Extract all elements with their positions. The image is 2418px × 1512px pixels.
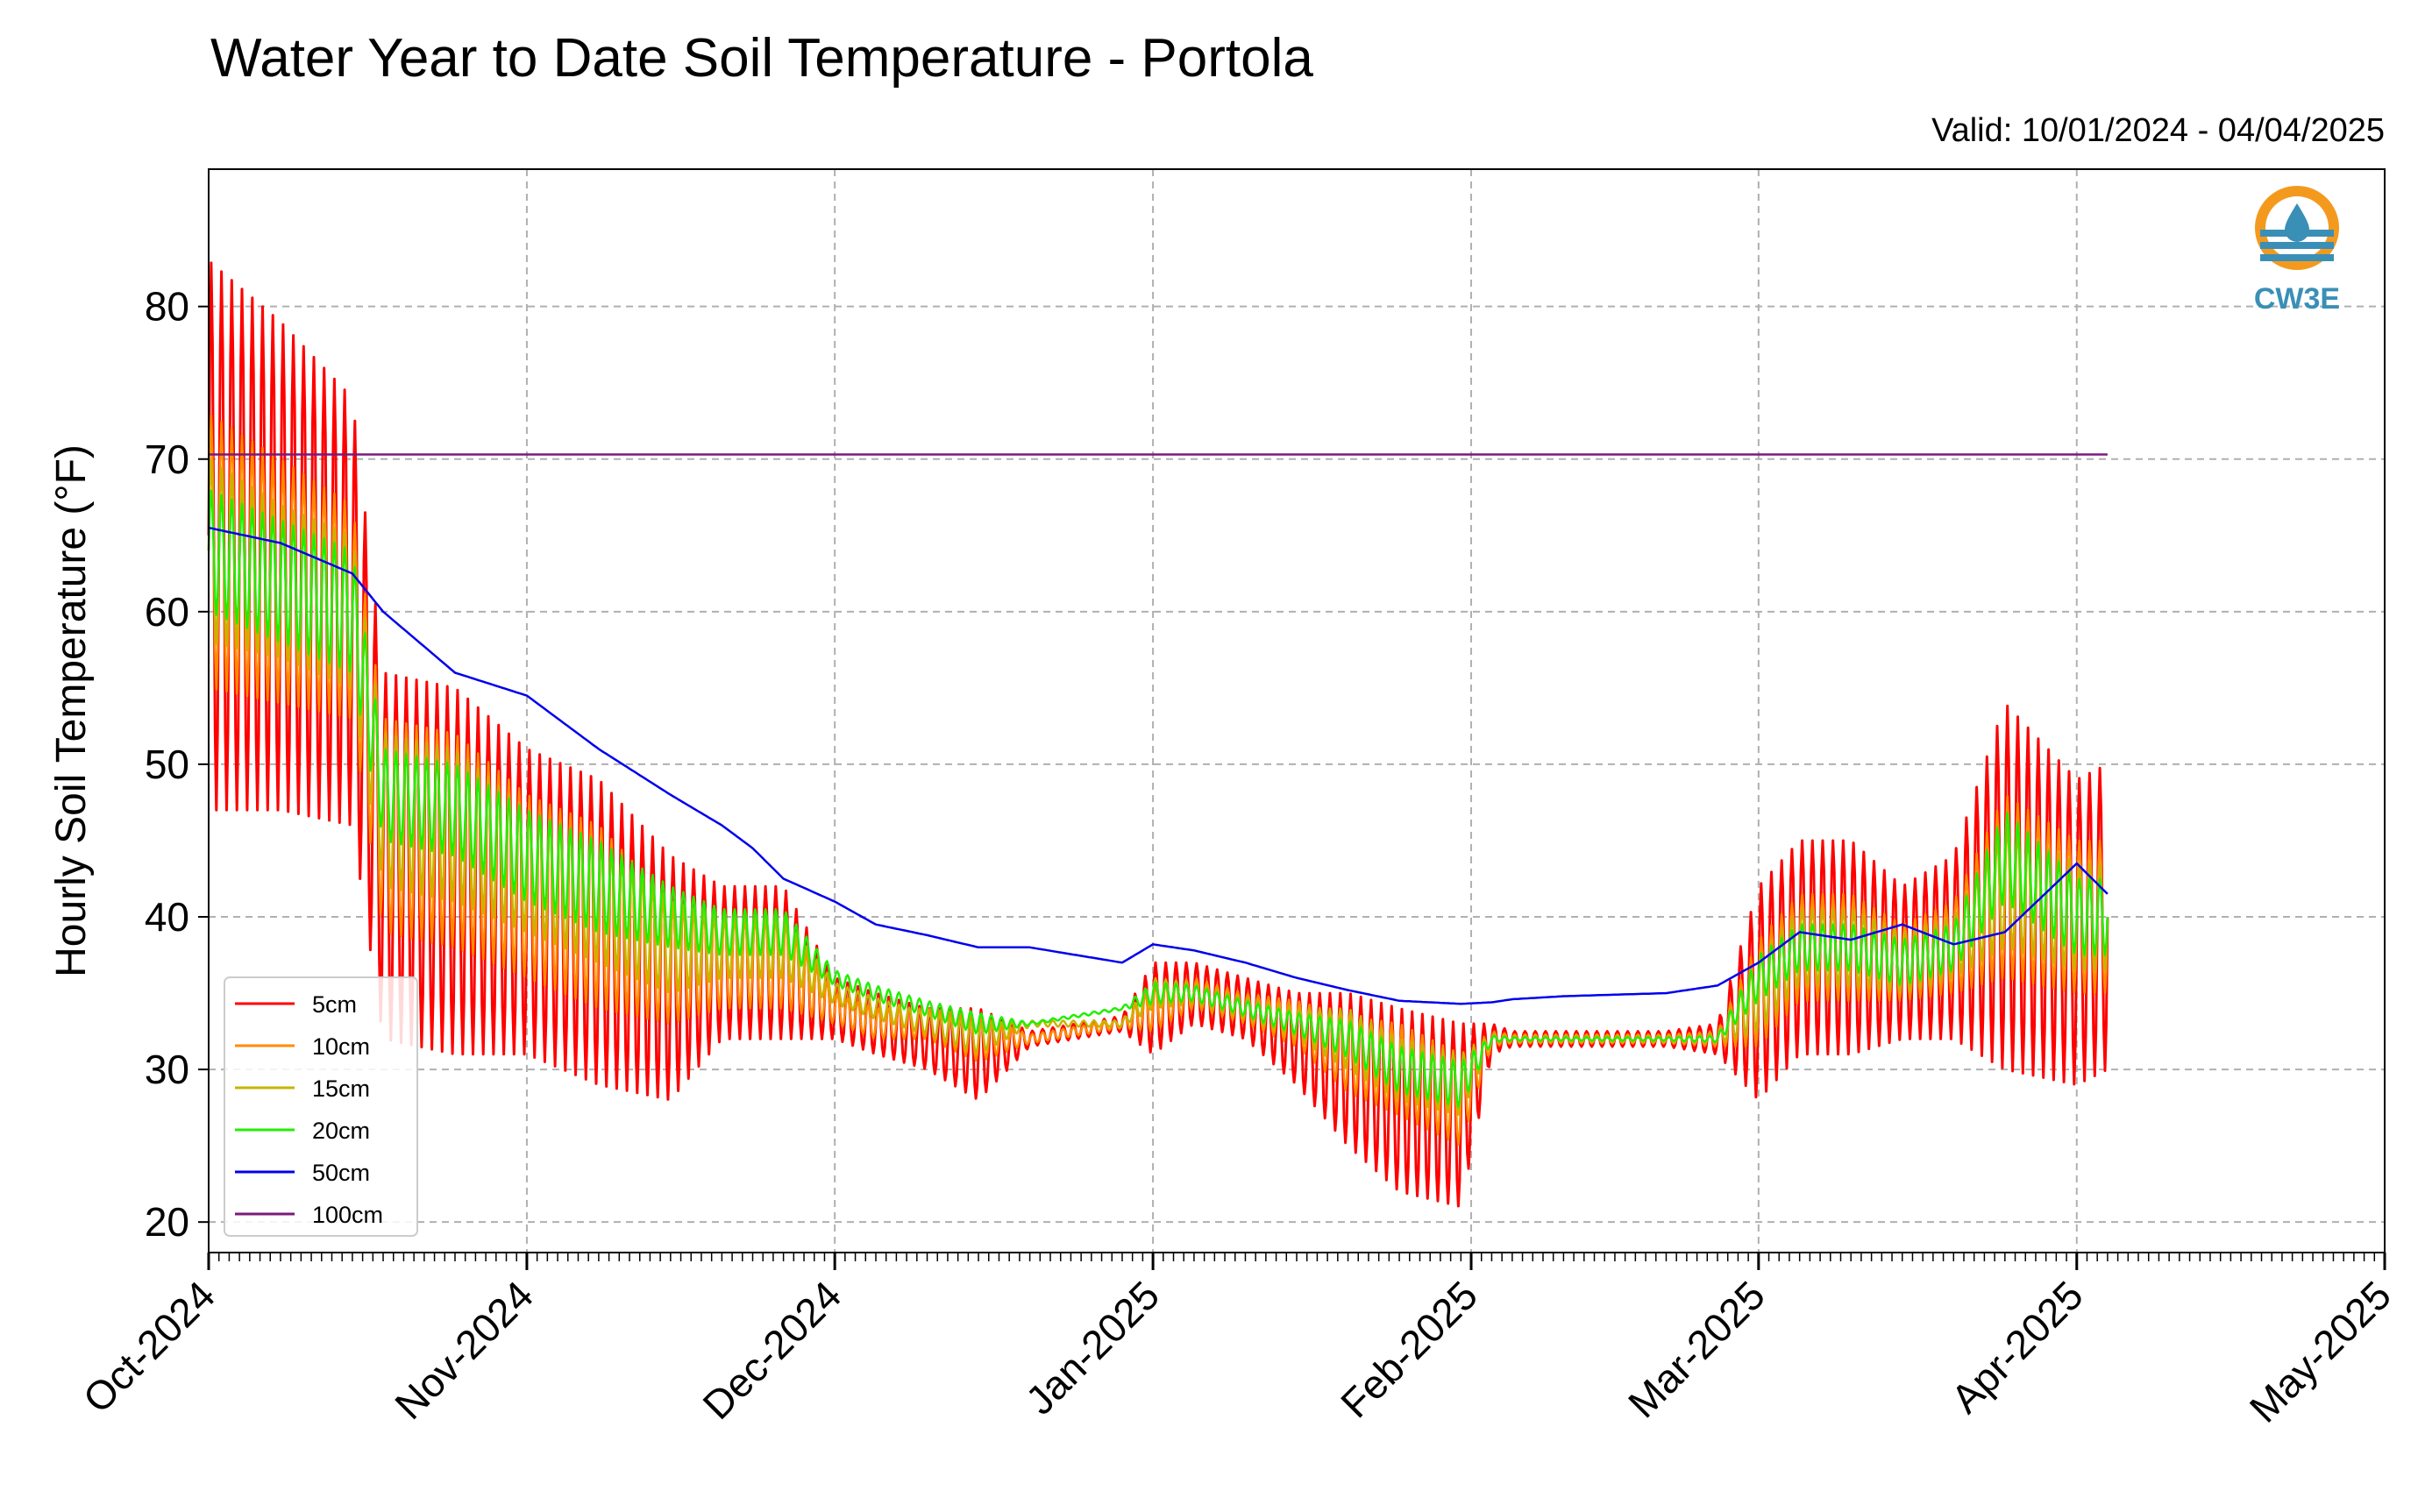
- y-tick-label: 50: [145, 742, 189, 787]
- y-tick-label: 70: [145, 437, 189, 482]
- logo-text: CW3E: [2254, 282, 2340, 316]
- plot-frame: [208, 168, 2386, 1253]
- legend-label-10cm: 10cm: [312, 1033, 370, 1060]
- series-line-50cm: [208, 526, 2109, 1005]
- x-tick-label: Apr-2025: [1942, 1272, 2092, 1422]
- y-axis-label: Hourly Soil Temperature (°F): [48, 444, 95, 977]
- series-line-10cm: [207, 414, 2109, 1146]
- x-tick-label: May-2025: [2241, 1272, 2400, 1430]
- series-line-5cm: [207, 261, 2109, 1208]
- legend-label-20cm: 20cm: [312, 1118, 370, 1144]
- legend-label-100cm: 100cm: [312, 1202, 383, 1228]
- chart-subtitle: Valid: 10/01/2024 - 04/04/2025: [1931, 112, 2385, 149]
- grid: [208, 169, 2386, 1253]
- y-tick-label: 80: [145, 284, 189, 330]
- y-tick-label: 60: [145, 589, 189, 635]
- cw3e-logo: CW3E: [2254, 186, 2340, 316]
- legend-label-5cm: 5cm: [312, 991, 357, 1018]
- series-lines: [207, 261, 2109, 1208]
- x-tick-label: Jan-2025: [1017, 1272, 1168, 1423]
- legend-label-50cm: 50cm: [312, 1160, 370, 1186]
- x-tick-label: Feb-2025: [1332, 1272, 1486, 1426]
- y-tick-label: 30: [145, 1047, 189, 1092]
- y-tick-label: 20: [145, 1199, 189, 1245]
- x-tick-label: Dec-2024: [693, 1272, 850, 1428]
- droplet-icon: [2285, 203, 2309, 242]
- x-tick-label: Mar-2025: [1619, 1272, 1774, 1426]
- legend: 5cm 10cm 15cm 20cm 50cm 100cm: [224, 976, 418, 1237]
- series-line-20cm: [207, 489, 2109, 1109]
- x-tick-label: Oct-2024: [75, 1272, 224, 1422]
- chart-title: Water Year to Date Soil Temperature - Po…: [210, 28, 1313, 89]
- legend-label-15cm: 15cm: [312, 1075, 370, 1102]
- y-tick-label: 40: [145, 894, 189, 940]
- x-tick-label: Nov-2024: [386, 1272, 542, 1428]
